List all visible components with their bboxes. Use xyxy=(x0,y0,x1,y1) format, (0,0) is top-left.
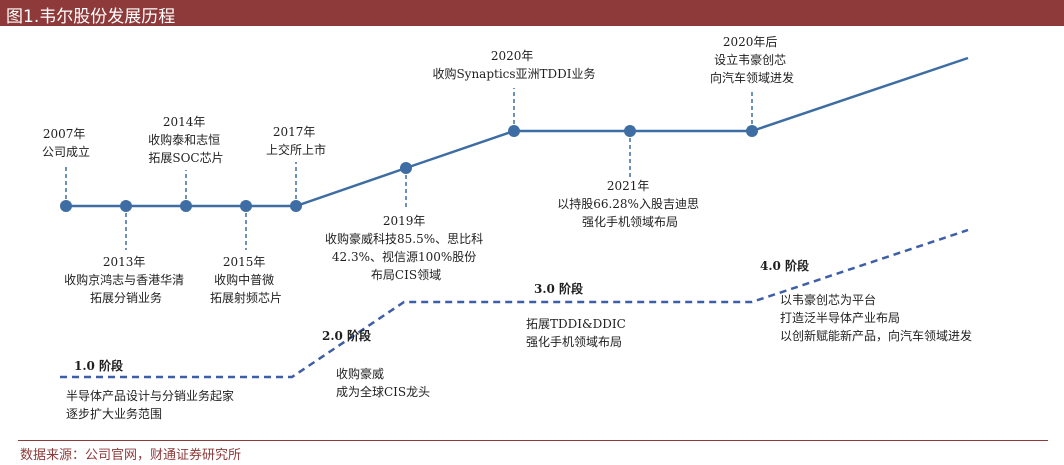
milestone-2007-label: 2007年 公司成立 xyxy=(42,127,90,159)
phase-2-text: 收购豪威 成为全球CIS龙头 xyxy=(336,366,430,399)
node-2020 xyxy=(508,125,520,137)
milestone-2020later-label: 2020年后 设立韦豪创芯 向汽车领域进发 xyxy=(710,35,794,85)
phase-1-title: 1.0 阶段 xyxy=(74,358,124,373)
node-2021 xyxy=(624,125,636,137)
phase-step-line xyxy=(60,228,969,379)
node-2007 xyxy=(60,200,72,212)
milestone-2021-label: 2021年 以持股66.28%入股吉迪思 强化手机领域布局 xyxy=(557,179,703,229)
timeline-diagram: 2007年 公司成立 2013年 收购京鸿志与香港华清 拓展分销业务 2014年… xyxy=(42,35,972,421)
phase-3-text: 拓展TDDI&DDIC 强化手机领域布局 xyxy=(526,317,630,349)
phase-4-text: 以韦豪创芯为平台 打造泛半导体产业布局 以创新赋能新产品，向汽车领域进发 xyxy=(780,292,972,343)
milestone-2020-label: 2020年 收购Synaptics亚洲TDDI业务 xyxy=(432,49,595,81)
node-2017 xyxy=(290,200,302,212)
milestone-2019-label: 2019年 收购豪威科技85.5%、思比科 42.3%、视信源100%股份 布局… xyxy=(325,214,487,282)
milestone-2014-label: 2014年 收购泰和志恒 拓展SOC芯片 xyxy=(148,115,224,165)
node-2019 xyxy=(400,162,412,174)
phase-2-title: 2.0 阶段 xyxy=(322,328,372,343)
node-2013 xyxy=(120,200,132,212)
timeline-line xyxy=(66,56,969,208)
phase-4-title: 4.0 阶段 xyxy=(760,258,810,273)
node-2014 xyxy=(180,200,192,212)
milestone-2015-label: 2015年 收购中普微 拓展射频芯片 xyxy=(210,255,282,305)
source-note: 数据来源：公司官网，财通证券研究所 xyxy=(20,448,242,463)
node-2015 xyxy=(240,200,252,212)
footer-divider xyxy=(18,440,1048,441)
phase-3-title: 3.0 阶段 xyxy=(534,281,584,296)
milestone-2013-label: 2013年 收购京鸿志与香港华清 拓展分销业务 xyxy=(64,255,188,305)
node-2020later xyxy=(746,125,758,137)
milestone-2017-label: 2017年 上交所上市 xyxy=(266,125,326,157)
figure-title: 图1.韦尔股份发展历程 xyxy=(6,7,176,27)
title-bar: 图1.韦尔股份发展历程 xyxy=(0,0,1064,27)
phase-1-text: 半导体产品设计与分销业务起家 逐步扩大业务范围 xyxy=(66,388,238,421)
